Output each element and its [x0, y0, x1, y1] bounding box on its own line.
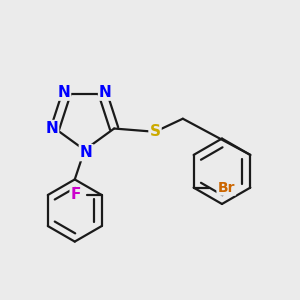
Text: Br: Br: [218, 181, 235, 195]
Text: S: S: [149, 124, 161, 139]
Text: F: F: [71, 188, 81, 202]
Text: N: N: [99, 85, 112, 100]
Text: N: N: [45, 121, 58, 136]
Text: N: N: [80, 145, 93, 160]
Text: N: N: [57, 85, 70, 100]
